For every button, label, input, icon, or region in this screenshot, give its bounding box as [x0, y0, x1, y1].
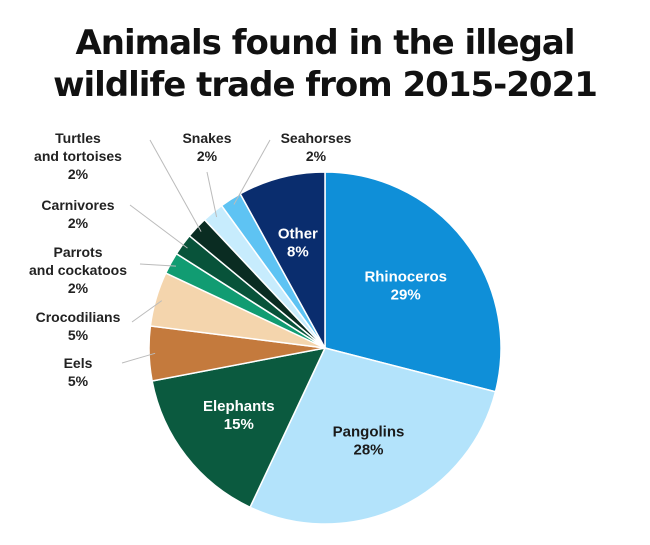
slice-other	[239, 171, 326, 349]
slice-rhinoceros	[324, 171, 502, 393]
slice-label-seahorses: Seahorses 2%	[281, 130, 352, 164]
leader-line-turtles-and-tortoises	[149, 139, 202, 232]
slice-label-parrots-and-cockatoos: Parrots and cockatoos 2%	[29, 244, 127, 296]
chart-title-line-1: Animals found in the illegal	[75, 23, 575, 63]
slice-label-elephants: Elephants 15%	[203, 398, 275, 433]
leader-line-carnivores	[129, 204, 188, 249]
chart-title-line-2: wildlife trade from 2015-2021	[53, 65, 598, 105]
leader-lines	[121, 139, 271, 364]
slice-label-eels: Eels 5%	[64, 355, 93, 389]
leader-line-seahorses	[233, 139, 271, 205]
pie-slices	[148, 171, 502, 525]
slice-label-turtles-and-tortoises: Turtles and tortoises 2%	[34, 130, 122, 182]
leader-line-eels	[121, 352, 156, 364]
slice-elephants	[151, 346, 327, 509]
slice-label-carnivores: Carnivores 2%	[41, 197, 114, 231]
slice-pangolins	[249, 347, 497, 525]
slice-label-crocodilians: Crocodilians 5%	[36, 309, 121, 343]
slice-label-rhinoceros: Rhinoceros 29%	[364, 268, 447, 303]
chart-title: Animals found in the illegal wildlife tr…	[0, 22, 650, 106]
slice-label-pangolins: Pangolins 28%	[333, 423, 405, 458]
slice-labels: Rhinoceros 29% Pangolins 28% Elephants 15% Eel…	[29, 130, 447, 458]
slice-label-other: Other 8%	[278, 225, 318, 260]
slice-label-snakes: Snakes 2%	[182, 130, 231, 164]
leader-line-snakes	[206, 171, 218, 218]
leader-line-parrots-and-cockatoos	[139, 263, 177, 267]
leader-line-crocodilians	[131, 300, 163, 323]
